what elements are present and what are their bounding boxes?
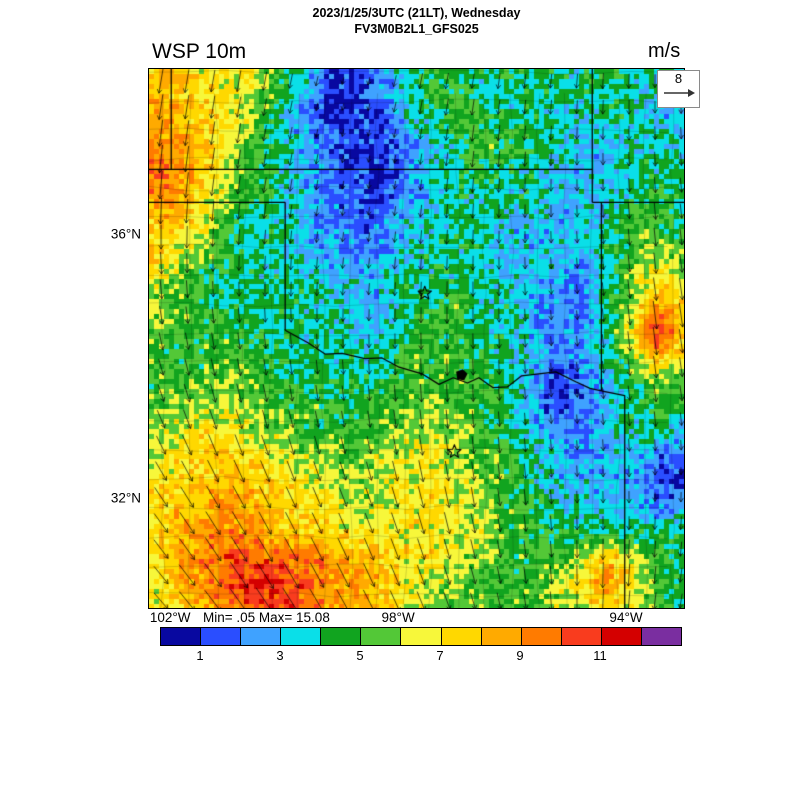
title-block: 2023/1/25/3UTC (21LT), Wednesday FV3M0B2… bbox=[148, 6, 685, 37]
wind-speed-map bbox=[149, 69, 684, 608]
colorbar bbox=[160, 627, 682, 646]
minmax-label: Min= .05 Max= 15.08 bbox=[203, 610, 330, 625]
colorbar-tick-label: 5 bbox=[356, 648, 364, 663]
lat-tick-label: 32°N bbox=[110, 490, 141, 506]
colorbar-tick-label: 1 bbox=[196, 648, 204, 663]
lon-tick-label: 98°W bbox=[381, 610, 415, 625]
colorbar-segment bbox=[561, 628, 602, 645]
colorbar-segment bbox=[281, 628, 322, 645]
colorbar-segment bbox=[401, 628, 442, 645]
colorbar-segment bbox=[601, 628, 642, 645]
colorbar-segment bbox=[521, 628, 562, 645]
variable-label: WSP 10m bbox=[152, 40, 247, 63]
colorbar-tick-label: 11 bbox=[593, 648, 607, 663]
map-frame: 8 bbox=[148, 68, 700, 609]
lat-tick-label: 36°N bbox=[110, 226, 141, 242]
units-label: m/s bbox=[648, 40, 681, 62]
colorbar-tick-label: 3 bbox=[276, 648, 284, 663]
colorbar-segment bbox=[441, 628, 482, 645]
colorbar-segment bbox=[481, 628, 522, 645]
colorbar-tick-label: 7 bbox=[436, 648, 444, 663]
colorbar-segment bbox=[361, 628, 402, 645]
colorbar-segment bbox=[161, 628, 202, 645]
lon-tick-label: 94°W bbox=[609, 610, 643, 625]
title-model: FV3M0B2L1_GFS025 bbox=[354, 21, 479, 36]
colorbar-tick-label: 9 bbox=[516, 648, 524, 663]
reference-arrow-icon bbox=[663, 89, 695, 97]
colorbar-segment bbox=[641, 628, 682, 645]
reference-vector-box: 8 bbox=[657, 70, 700, 108]
colorbar-segment bbox=[241, 628, 282, 645]
reference-vector-value: 8 bbox=[674, 71, 683, 86]
title-datetime: 2023/1/25/3UTC (21LT), Wednesday bbox=[312, 6, 521, 20]
colorbar-segment bbox=[321, 628, 362, 645]
colorbar-segment bbox=[201, 628, 242, 645]
lon-tick-label: 102°W bbox=[149, 610, 191, 625]
